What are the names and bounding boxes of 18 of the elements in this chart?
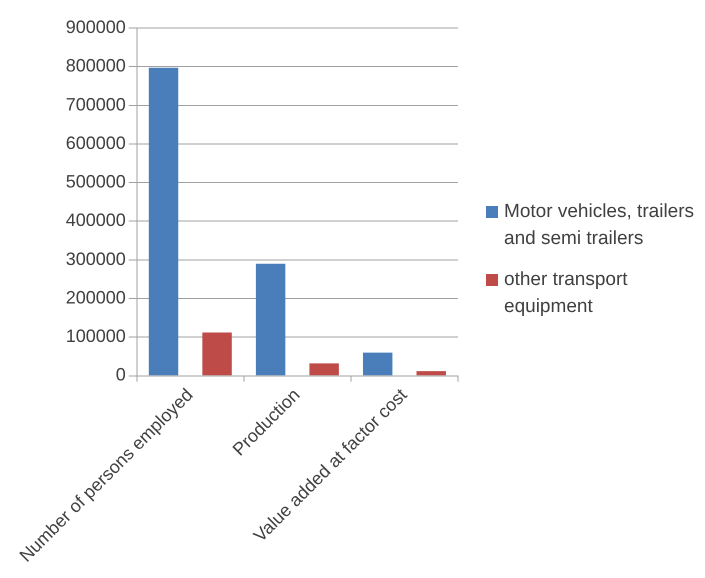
y-tick-label: 400000 <box>66 210 126 230</box>
y-tick-label: 900000 <box>66 16 126 37</box>
bar <box>362 352 392 376</box>
y-tick-label: 100000 <box>66 326 126 346</box>
bar <box>256 264 286 376</box>
y-tick-label: 700000 <box>66 94 126 114</box>
y-tick-label: 800000 <box>66 56 126 76</box>
bar <box>309 363 339 376</box>
y-tick-label: 200000 <box>66 287 126 308</box>
bar <box>148 68 178 376</box>
legend-label: other transport equipment <box>504 268 629 319</box>
bar <box>202 332 232 376</box>
legend-label: Motor vehicles, trailers and semi trailers <box>504 200 696 251</box>
y-tick-label: 500000 <box>66 172 126 192</box>
bar <box>416 371 446 376</box>
y-tick-label: 300000 <box>66 248 126 269</box>
y-tick-label: 0 <box>116 364 126 385</box>
y-tick-label: 600000 <box>66 132 126 153</box>
